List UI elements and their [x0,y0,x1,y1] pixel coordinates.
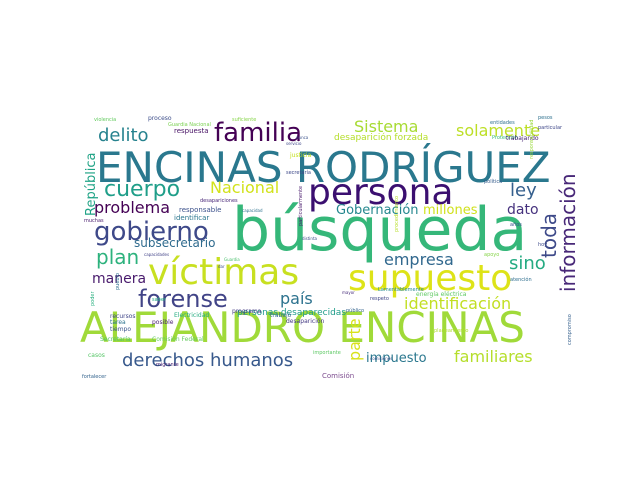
word-28: dato [507,202,539,218]
word-80: casos [88,352,105,359]
word-8: gobierno [94,217,209,247]
word-84: pueblo [115,273,121,290]
word-25: sino [509,253,546,274]
word-12: derechos humanos [122,350,293,371]
word-53: energía eléctrica [416,291,467,298]
word-79: dar [218,264,225,269]
word-51: justicia [289,152,312,159]
word-77: poder [90,291,96,306]
word-46: proceso [148,115,172,122]
word-40: desaparición [286,318,325,325]
word-92: procedimiento [394,196,400,232]
word-36: respuesta [174,127,209,135]
word-58: Lamentablemente [378,287,424,293]
word-50: trabajo [270,312,292,319]
word-3: ENCINAS RODRÍGUEZ [96,142,551,192]
word-19: plan [96,245,139,269]
word-60: hoy [538,242,547,248]
word-23: toda [537,213,561,258]
word-89: compromiso [567,314,573,345]
word-68: capacidad [242,208,263,213]
word-48: Comisión Federal [152,336,204,343]
word-5: víctimas [148,252,299,293]
word-43: tiempo [110,326,131,333]
word-63: entidades [490,120,515,126]
word-41: Electricidad [174,312,209,319]
word-88: planeamiento [434,328,468,334]
word-76: muchas [84,218,104,224]
word-35: desaparición forzada [334,132,428,143]
word-22: Nacional [210,178,279,197]
word-57: público [346,307,364,314]
word-87: apoyo [484,252,499,258]
word-66: Protección [492,134,518,141]
word-9: familia [214,118,302,148]
word-91: responsabilidad [529,120,535,159]
word-70: desapariciones [200,198,238,204]
word-42: recursos [110,313,136,320]
word-65: política [484,178,502,185]
word-54: mayor [342,290,355,295]
word-10: cuerpo [104,177,180,202]
word-75: violencia [94,117,116,123]
word-45: posible [152,319,174,326]
word-59: atención [510,276,532,283]
word-30: Gobernación [336,203,419,218]
word-90: particularmente [298,186,304,226]
word-69: capacidades [144,252,169,257]
word-20: empresa [384,250,454,269]
word-44: tarea [110,319,126,326]
word-67: trabajando [506,135,539,142]
word-37: responsable [179,206,221,214]
word-83: migrante [156,362,179,368]
word-2: ALEJANDRO ENCINAS [80,303,525,352]
word-32: República [84,152,99,216]
word-72: secretaría [286,169,311,176]
word-34: personas desaparecidas [237,308,346,318]
word-55: respeto [370,296,389,302]
word-73: nunca [296,135,309,140]
word-1: búsqueda [232,195,527,265]
word-6: supuesto [348,258,512,299]
word-27: parte [345,318,364,361]
word-81: fortalecer [82,374,107,380]
word-39: Comisión [322,372,354,380]
word-82: importante [313,350,341,356]
word-85: Guardia [224,257,240,262]
word-86: distinta [302,236,318,241]
word-13: familiares [454,347,533,366]
word-49: programa [232,308,262,315]
word-21: país [280,289,313,308]
word-11: información [556,173,580,292]
word-61: años [510,222,522,228]
word-31: millones [423,203,478,218]
word-16: problema [94,198,170,217]
word-62: pesos [538,115,553,121]
word-7: forense [138,285,228,313]
word-4: persona [308,172,453,213]
word-38: identificar [174,214,209,222]
word-47: Secretaría [100,336,131,343]
word-56: comisiones [370,356,392,361]
word-14: identificación [404,294,511,313]
word-52: Guardia Nacional [168,122,211,128]
word-33: subsecretario [134,236,215,250]
word-74: suficiente [232,117,256,123]
word-24: ley [510,180,537,201]
word-15: delito [98,125,149,146]
word-29: impuesto [366,351,427,366]
word-78: saber [152,297,167,303]
word-18: solamente [456,121,540,140]
word-71: servicio [286,141,302,146]
word-17: Sistema [354,117,418,136]
word-26: manera [92,271,146,287]
word-64: particular [538,125,563,131]
